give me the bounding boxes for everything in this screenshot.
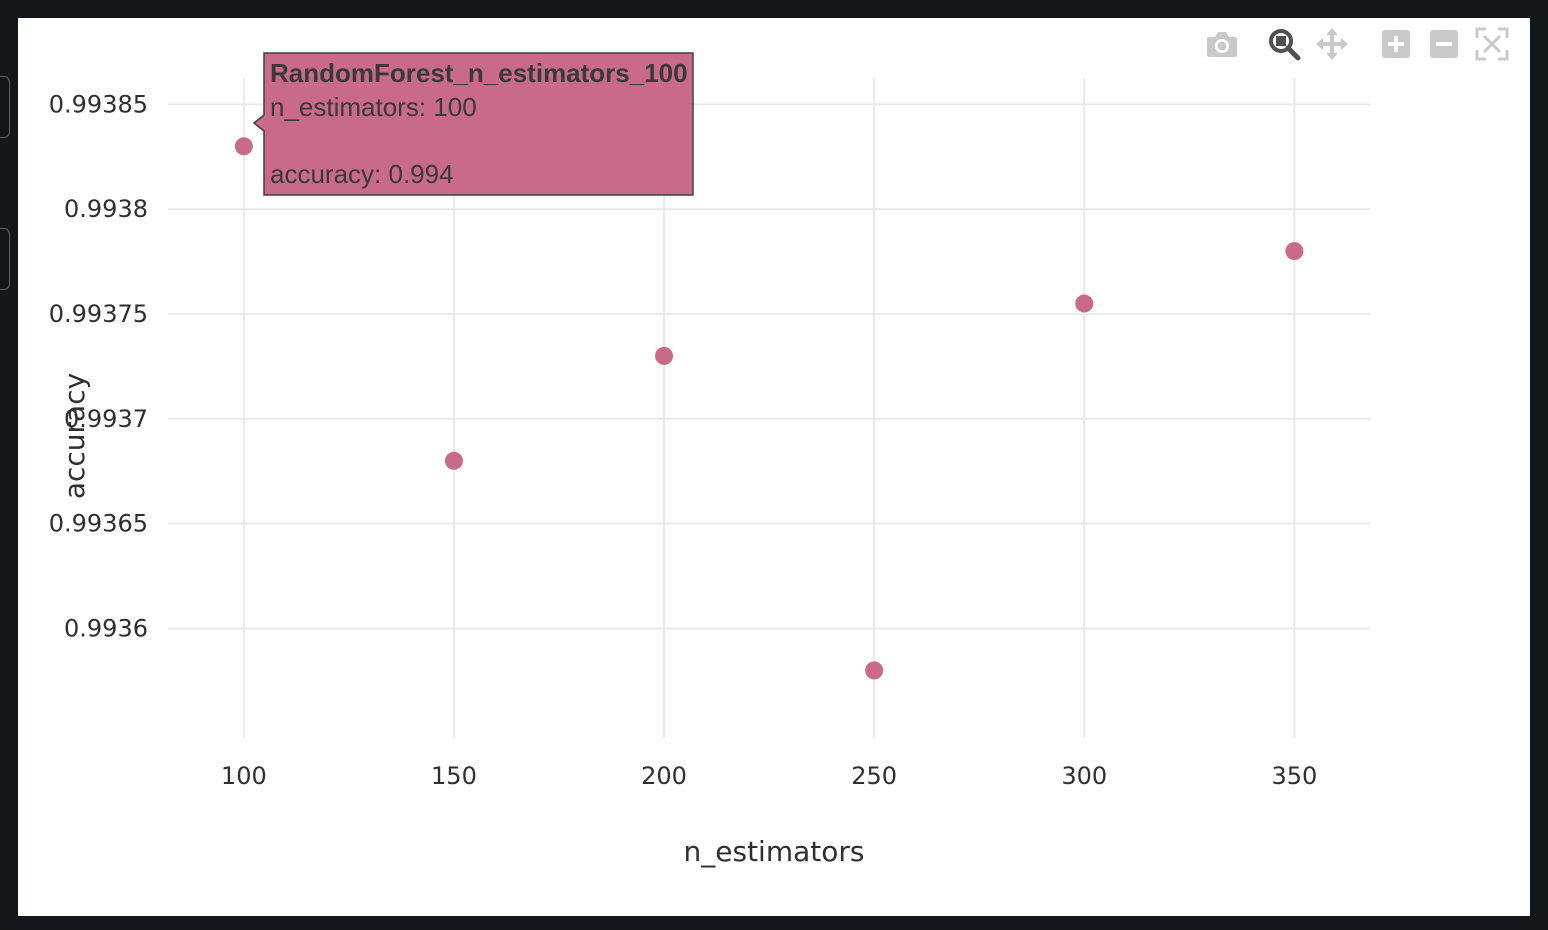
side-panel-edge-bottom (0, 228, 10, 290)
data-point[interactable] (1075, 294, 1094, 313)
modebar (1200, 26, 1520, 62)
pan-icon[interactable] (1314, 26, 1350, 62)
tooltip-line-accuracy: accuracy: 0.994 (270, 159, 454, 189)
scatter-plot[interactable]: 100 150 200 250 300 350 0.99360.993650.99370.… (18, 18, 1530, 916)
y-tick-label: 0.9936 (64, 614, 148, 642)
data-point[interactable] (655, 346, 674, 365)
zoom-icon[interactable] (1266, 26, 1302, 62)
tooltip-line-n-estimators: n_estimators: 100 (270, 92, 477, 122)
y-tick-labels: 0.9936 0.99365 0.9937 0.99375 0.9938 0.99385 (49, 90, 148, 642)
side-panel-edge-top (0, 76, 10, 138)
zoom-out-icon[interactable] (1426, 26, 1462, 62)
tooltip-title: RandomForest_n_estimators_100 (270, 58, 688, 88)
y-tick-label: 0.99365 (49, 510, 148, 538)
x-tick-label: 350 (1271, 762, 1317, 790)
data-point[interactable] (865, 661, 884, 680)
data-points (234, 137, 1304, 680)
x-tick-label: 150 (431, 762, 477, 790)
data-point[interactable] (234, 137, 253, 156)
autoscale-icon[interactable] (1474, 26, 1510, 62)
x-tick-label: 300 (1061, 762, 1107, 790)
x-axis-title: n_estimators (684, 835, 865, 868)
zoom-in-icon[interactable] (1378, 26, 1414, 62)
y-tick-label: 0.9938 (64, 195, 148, 223)
x-tick-label: 200 (641, 762, 687, 790)
y-tick-label: 0.99385 (49, 90, 148, 118)
chart-panel: 100 150 200 250 300 350 0.9936 0.99365 0.9937 0.… (18, 18, 1530, 916)
data-point[interactable] (1285, 242, 1304, 261)
y-tick-label: 0.99375 (49, 300, 148, 328)
camera-icon[interactable] (1204, 26, 1240, 62)
x-tick-label: 100 (221, 762, 267, 790)
x-tick-labels: 100 150 200 250 300 350 (221, 762, 1317, 790)
x-tick-label: 250 (851, 762, 897, 790)
y-axis-title: accuracy (58, 373, 91, 499)
hover-tooltip: RandomForest_n_estimators_100 n_estimato… (252, 52, 694, 196)
y-tick-label: 0.9937 (64, 405, 148, 433)
tooltip-box (252, 52, 694, 196)
data-point[interactable] (444, 451, 463, 470)
